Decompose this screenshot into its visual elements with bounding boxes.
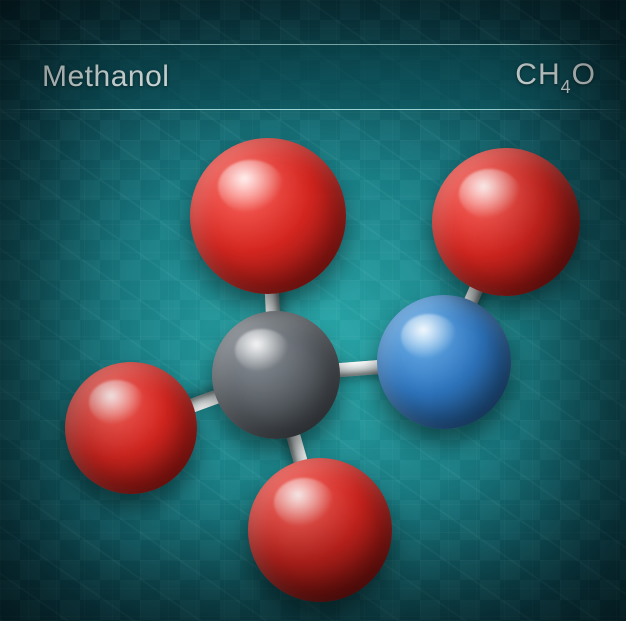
atom-hydrogen-H2	[65, 362, 197, 494]
atom-hydrogen-H4	[432, 148, 580, 296]
atom-oxygen-O	[377, 295, 511, 429]
molecule-diagram	[0, 0, 626, 621]
atom-hydrogen-H1	[190, 138, 346, 294]
infographic-canvas: Methanol CH4O	[0, 0, 626, 621]
atom-carbon-C	[212, 311, 340, 439]
atom-hydrogen-H3	[248, 458, 392, 602]
